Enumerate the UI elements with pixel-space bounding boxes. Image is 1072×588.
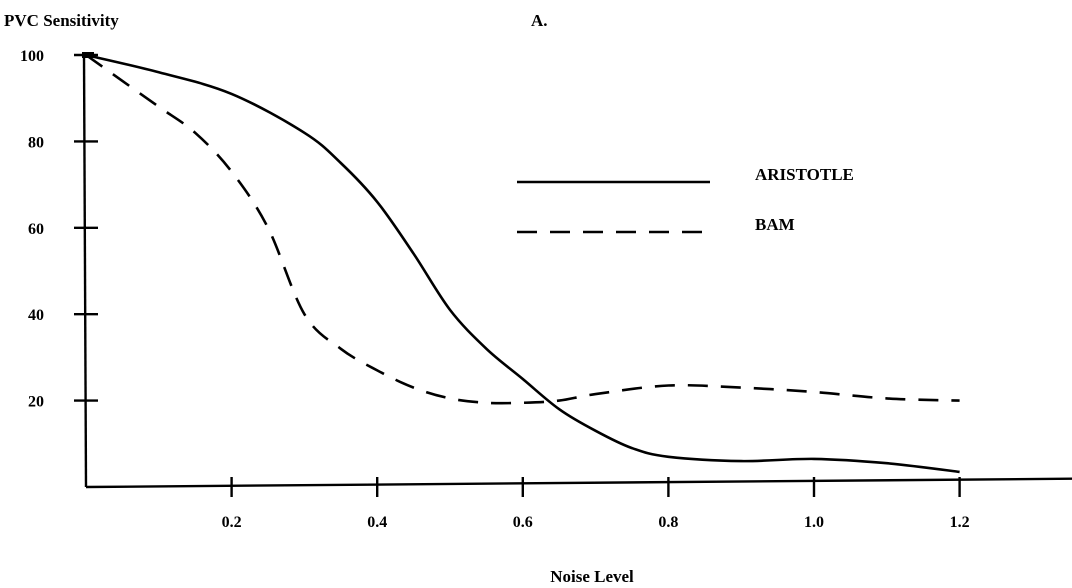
axes: 0.2 0.4 0.6 0.8 1.0 1.2 20 40 60 80 100 — [20, 48, 1072, 531]
y-tick-label: 40 — [28, 307, 44, 324]
y-tick-label: 100 — [20, 48, 44, 65]
x-tick-label: 0.2 — [222, 514, 242, 531]
x-tick-label: 1.0 — [804, 514, 824, 531]
y-tick-label: 60 — [28, 221, 44, 238]
start-marker — [82, 52, 94, 58]
series-line-bam — [85, 53, 960, 405]
y-axis-title: PVC Sensitivity — [4, 11, 119, 30]
y-tick-label: 20 — [28, 394, 44, 411]
x-axis-line — [85, 477, 1072, 489]
y-tick-label: 80 — [28, 134, 44, 151]
panel-label: A. — [531, 11, 548, 30]
y-axis-line — [82, 54, 88, 488]
x-axis-title: Noise Level — [550, 567, 634, 586]
x-tick-label: 1.2 — [950, 514, 970, 531]
legend-label-aristotle: ARISTOTLE — [755, 165, 854, 184]
series-line-aristotle — [85, 53, 960, 474]
x-tick-label: 0.8 — [658, 514, 678, 531]
series-layer — [82, 52, 960, 474]
legend-label-bam: BAM — [755, 215, 795, 234]
legend: ARISTOTLE BAM — [517, 165, 854, 234]
x-tick-label: 0.6 — [513, 514, 533, 531]
x-tick-label: 0.4 — [367, 514, 387, 531]
